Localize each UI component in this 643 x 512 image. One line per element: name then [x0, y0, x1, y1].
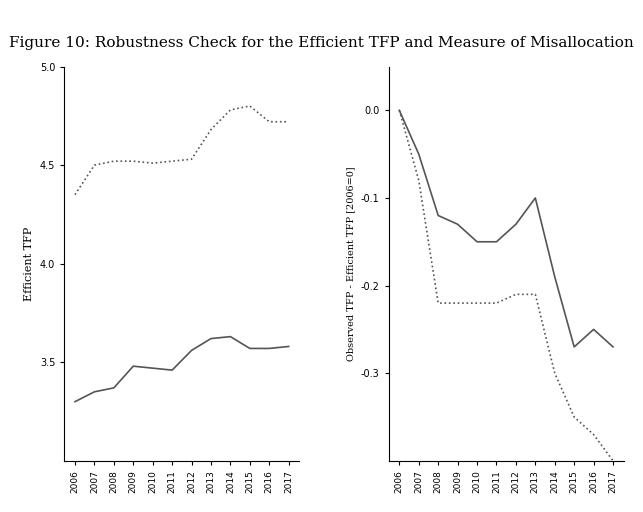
Y-axis label: Observed TFP - Efficient TFP [2006=0]: Observed TFP - Efficient TFP [2006=0] [346, 166, 355, 361]
Text: Figure 10: Robustness Check for the Efficient TFP and Measure of Misallocation: Figure 10: Robustness Check for the Effi… [9, 36, 634, 50]
Y-axis label: Efficient TFP: Efficient TFP [24, 226, 34, 301]
